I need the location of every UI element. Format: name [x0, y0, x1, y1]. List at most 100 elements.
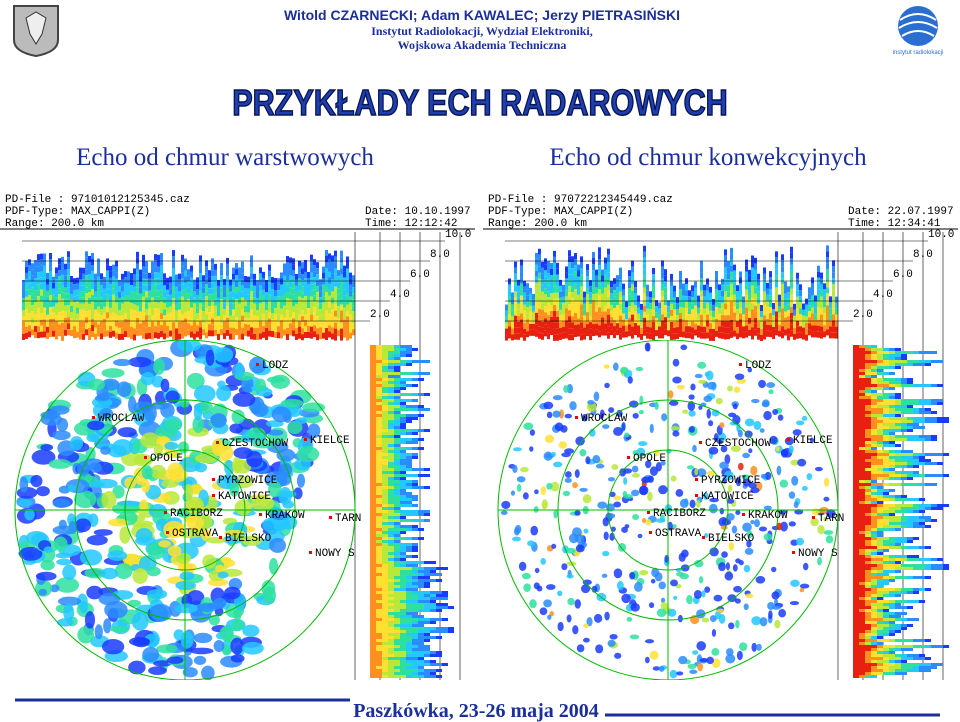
echo-cell — [817, 325, 820, 332]
echo-cell — [568, 328, 571, 335]
echo-cell — [202, 323, 205, 330]
echo-cell — [706, 326, 709, 333]
echo-cell — [586, 330, 589, 337]
echo-cell — [784, 329, 787, 336]
echo-cell — [670, 309, 673, 316]
echo-cell — [406, 345, 412, 348]
echo-cell — [214, 329, 217, 336]
echo-cell — [907, 381, 913, 384]
echo-blob — [135, 528, 153, 543]
echo-cell — [172, 304, 175, 311]
echo-cell — [298, 320, 301, 327]
echo-cell — [889, 372, 895, 375]
time-info: Time: 12:34:41 — [848, 218, 941, 230]
echo-blob — [107, 550, 128, 561]
echo-cell — [577, 276, 580, 283]
echo-cell — [313, 289, 316, 296]
echo-cell — [763, 279, 766, 286]
echo-cell — [289, 275, 292, 282]
echo-cell — [742, 320, 745, 327]
echo-blob — [670, 475, 677, 482]
echo-cell — [241, 291, 244, 298]
echo-cell — [388, 585, 394, 588]
echo-cell — [31, 305, 34, 312]
echo-cell — [115, 290, 118, 297]
echo-cell — [553, 328, 556, 335]
echo-cell — [370, 630, 376, 633]
echo-cell — [871, 411, 877, 414]
echo-cell — [370, 423, 376, 426]
echo-cell — [79, 291, 82, 298]
echo-cell — [145, 327, 148, 334]
echo-cell — [292, 288, 295, 295]
echo-cell — [370, 603, 376, 606]
echo-blob — [529, 446, 534, 452]
echo-cell — [412, 408, 418, 411]
echo-blob — [777, 414, 784, 421]
echo-cell — [406, 651, 412, 654]
echo-cell — [121, 279, 124, 286]
echo-cell — [85, 251, 88, 258]
echo-blob — [262, 586, 277, 605]
echo-cell — [859, 366, 865, 369]
echo-cell — [808, 293, 811, 300]
echo-cell — [217, 309, 220, 316]
echo-cell — [532, 305, 535, 312]
echo-blob — [216, 385, 232, 402]
echo-cell — [913, 351, 919, 354]
echo-cell — [766, 288, 769, 295]
echo-cell — [388, 489, 394, 492]
echo-blob — [572, 482, 578, 489]
echo-cell — [376, 561, 382, 564]
echo-cell — [376, 492, 382, 495]
echo-cell — [322, 284, 325, 291]
echo-cell — [547, 297, 550, 304]
echo-cell — [34, 284, 37, 291]
echo-cell — [595, 329, 598, 336]
echo-cell — [571, 256, 574, 263]
time-info: Time: 12:12:42 — [365, 218, 457, 230]
echo-blob — [149, 603, 173, 622]
echo-cell — [64, 311, 67, 318]
echo-cell — [46, 302, 49, 309]
echo-cell — [121, 273, 124, 280]
echo-cell — [574, 265, 577, 272]
city-marker — [649, 531, 652, 534]
echo-cell — [661, 284, 664, 291]
echo-cell — [376, 642, 382, 645]
echo-cell — [775, 323, 778, 330]
echo-cell — [382, 492, 388, 495]
echo-cell — [289, 329, 292, 336]
echo-cell — [250, 279, 253, 286]
echo-cell — [205, 284, 208, 291]
echo-cell — [280, 332, 283, 339]
echo-cell — [430, 669, 436, 672]
echo-cell — [94, 297, 97, 304]
echo-cell — [214, 275, 217, 282]
echo-cell — [586, 282, 589, 289]
echo-cell — [376, 657, 382, 660]
echo-cell — [418, 591, 424, 594]
echo-cell — [73, 320, 76, 327]
echo-cell — [319, 309, 322, 316]
echo-cell — [412, 576, 418, 579]
city-label: WROCLAW — [98, 413, 145, 425]
echo-cell — [418, 405, 424, 408]
echo-cell — [871, 381, 877, 384]
echo-cell — [286, 268, 289, 275]
echo-cell — [901, 378, 907, 381]
echo-cell — [637, 313, 640, 320]
echo-cell — [517, 285, 520, 292]
echo-cell — [424, 630, 430, 633]
echo-cell — [568, 286, 571, 293]
echo-cell — [70, 323, 73, 330]
echo-cell — [250, 273, 253, 280]
echo-cell — [70, 275, 73, 282]
echo-blob — [624, 432, 630, 438]
echo-cell — [382, 537, 388, 540]
echo-blob — [817, 557, 822, 566]
echo-cell — [376, 612, 382, 615]
echo-cell — [172, 322, 175, 329]
echo-cell — [394, 633, 400, 636]
